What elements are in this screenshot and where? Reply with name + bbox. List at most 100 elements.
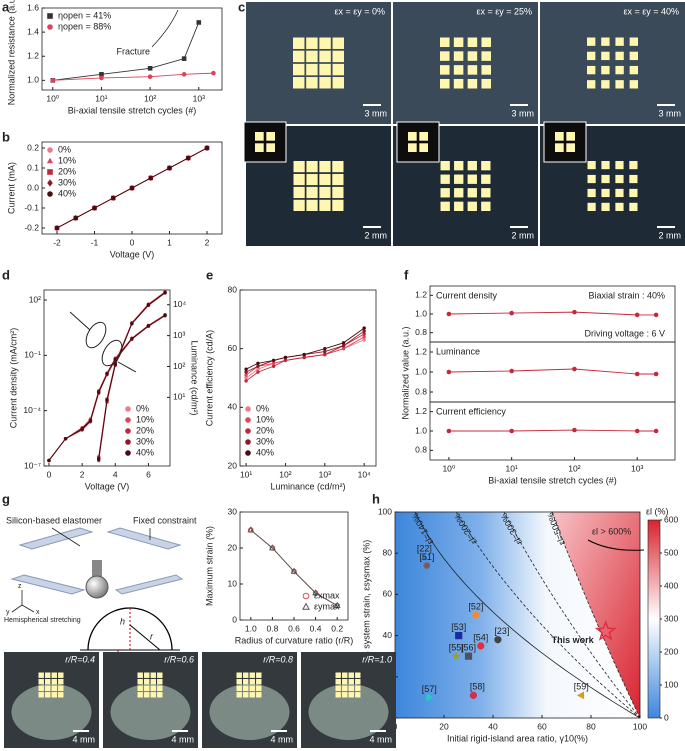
marker: [147, 65, 153, 71]
marker: [245, 450, 251, 456]
subplot-title: Current density: [436, 290, 498, 300]
marker: [341, 344, 346, 348]
led: [615, 174, 624, 184]
led: [58, 692, 64, 698]
led: [601, 80, 610, 89]
y-tick-label: 10⁻⁷: [24, 460, 41, 470]
marker: [99, 72, 104, 77]
y-tick-label: 0.1: [27, 162, 39, 172]
y-tick-label: 40: [228, 402, 238, 412]
led: [293, 186, 305, 199]
label: Hemispherical stretching: [4, 617, 81, 624]
y-tick-label: 60: [228, 343, 238, 353]
x-tick-label: 20: [439, 721, 449, 731]
y-tick-label: 1.4: [27, 26, 39, 36]
led: [335, 679, 341, 685]
label: Fixed constraint: [133, 515, 197, 525]
led: [335, 692, 341, 698]
led: [236, 692, 242, 698]
point-label: [23]: [494, 626, 509, 636]
led: [587, 37, 596, 46]
led: [243, 685, 249, 691]
marker: [464, 652, 473, 660]
marker: [47, 24, 53, 30]
marker: [125, 428, 131, 434]
led: [566, 143, 575, 152]
marker: [446, 428, 452, 434]
scale-bar: [363, 104, 381, 106]
marker: [54, 225, 60, 231]
led: [306, 161, 318, 173]
led: [293, 77, 305, 89]
scale-bar: [510, 104, 528, 106]
label: r: [150, 631, 154, 641]
x-tick-label: 1: [167, 237, 172, 247]
marker: [97, 390, 101, 394]
led: [440, 174, 450, 184]
led: [587, 174, 596, 184]
led: [293, 199, 305, 211]
legend-label: εymax: [314, 601, 340, 611]
led: [342, 672, 348, 678]
led: [454, 201, 464, 211]
led: [629, 188, 638, 198]
colorbar-tick-label: 0: [664, 712, 669, 722]
dome: [308, 684, 389, 740]
legend-label: 30%: [58, 177, 76, 187]
x-tick-label: 80: [586, 721, 596, 731]
led: [306, 37, 318, 49]
scale-bar-label: 2 mm: [659, 230, 682, 240]
marker: [594, 619, 617, 641]
led: [587, 188, 596, 198]
x-tick-label: 10¹: [95, 93, 107, 103]
led: [419, 132, 428, 141]
led: [137, 692, 143, 698]
led: [319, 50, 331, 63]
led: [51, 672, 57, 678]
plot-frame: [394, 511, 641, 719]
led: [157, 692, 163, 698]
led: [453, 37, 464, 48]
legend-label: 30%: [256, 436, 274, 446]
led: [355, 672, 361, 678]
legend-label: ηopen = 41%: [58, 10, 111, 20]
annotation: Fracture: [116, 46, 150, 56]
led: [332, 186, 344, 199]
led: [481, 78, 491, 89]
led: [256, 692, 262, 698]
led: [601, 51, 610, 61]
led: [332, 50, 344, 63]
y-tick-label: 10²: [29, 294, 41, 304]
led: [453, 78, 464, 89]
led: [137, 672, 143, 678]
led: [615, 51, 624, 61]
point-label: [52]: [468, 601, 483, 611]
led: [587, 161, 596, 170]
y-axis-label: Maximum strain (%): [204, 526, 214, 606]
marker: [50, 78, 56, 83]
panel-label: a: [2, 0, 10, 14]
photo: 3 mm εx = εy = 25%: [393, 2, 538, 124]
led: [454, 188, 464, 198]
led: [601, 65, 610, 75]
led: [306, 50, 318, 63]
scale-bar-label: 4 mm: [73, 734, 96, 744]
x-tick-label: 0.2: [331, 623, 343, 633]
led: [467, 78, 478, 89]
led: [467, 161, 477, 171]
marker: [323, 349, 327, 354]
led: [51, 679, 57, 685]
y-tick-label: 40: [383, 630, 393, 640]
inset: [243, 121, 287, 163]
annotation: εl > 600%: [592, 526, 631, 536]
led: [306, 173, 318, 186]
marker: [362, 326, 366, 330]
series-line: [448, 368, 657, 375]
marker: [341, 346, 346, 351]
marker: [46, 157, 54, 164]
strain-label: εx = εy = 0%: [334, 6, 385, 16]
point-label: [55]: [449, 643, 464, 653]
led: [144, 692, 150, 698]
led: [566, 132, 575, 141]
led: [332, 173, 344, 186]
